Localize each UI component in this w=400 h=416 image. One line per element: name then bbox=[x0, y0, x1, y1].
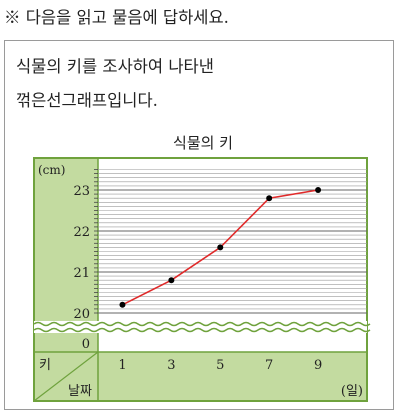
y-tick-label: 20 bbox=[73, 307, 90, 322]
x-axis-panel bbox=[34, 352, 367, 401]
data-point bbox=[217, 244, 224, 251]
break-band bbox=[34, 321, 367, 333]
chart-grid bbox=[94, 169, 367, 314]
corner-label-y: 키 bbox=[39, 358, 51, 373]
corner-label-x: 날짜 bbox=[68, 384, 92, 399]
instruction-text: ※ 다음을 읽고 물음에 답하세요. bbox=[4, 8, 229, 27]
question-box: 식물의 키를 조사하여 나타낸 꺾은선그래프입니다. bbox=[4, 40, 394, 410]
y-tick-label: 21 bbox=[73, 266, 90, 281]
chart-frame bbox=[33, 157, 368, 402]
x-tick-label: 9 bbox=[314, 358, 322, 373]
corner-diagonal bbox=[33, 351, 99, 402]
x-tick-label: 7 bbox=[265, 358, 273, 373]
y-zero-label: 0 bbox=[82, 337, 90, 352]
data-point bbox=[119, 301, 126, 308]
description-line-2: 꺾은선그래프입니다. bbox=[16, 91, 158, 110]
y-unit-label: (cm) bbox=[38, 163, 65, 177]
x-unit-label: (일) bbox=[341, 384, 363, 399]
data-point bbox=[168, 277, 175, 284]
series-group bbox=[119, 187, 322, 308]
frame-border bbox=[33, 157, 368, 402]
chart-labels: 20 21 22 23 0 (cm) 1 3 5 7 9 (일) 키날짜 bbox=[38, 163, 363, 399]
data-point bbox=[315, 187, 322, 193]
y-axis-panel bbox=[34, 158, 98, 352]
axis-break bbox=[33, 321, 371, 333]
x-tick-label: 5 bbox=[216, 358, 224, 373]
x-tick-label: 1 bbox=[118, 358, 126, 373]
x-tick-label: 3 bbox=[167, 358, 175, 373]
y-tick-label: 22 bbox=[73, 225, 90, 240]
data-point bbox=[266, 195, 273, 202]
y-tick-label: 23 bbox=[73, 184, 90, 199]
chart-title: 식물의 키 bbox=[173, 134, 233, 152]
break-wave-top bbox=[33, 321, 371, 327]
break-wave-bottom bbox=[33, 327, 371, 333]
description-line-1: 식물의 키를 조사하여 나타낸 bbox=[16, 57, 214, 76]
